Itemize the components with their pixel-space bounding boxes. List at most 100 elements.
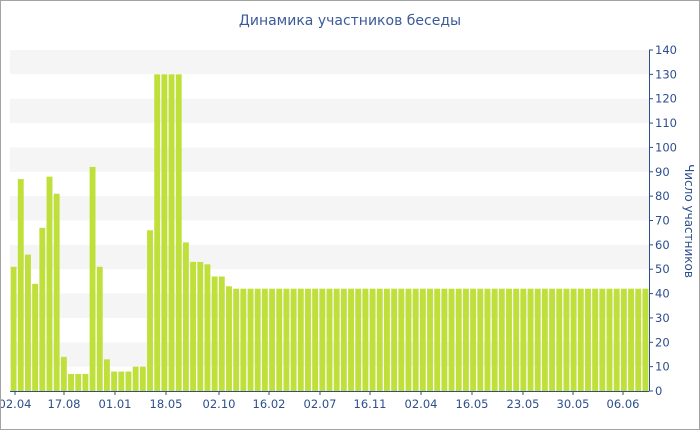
bar — [17, 179, 24, 391]
bar — [484, 288, 491, 391]
bar — [118, 371, 125, 391]
bar — [326, 288, 333, 391]
bar — [161, 74, 168, 391]
bar — [376, 288, 383, 391]
bar — [240, 288, 247, 391]
bar — [261, 288, 268, 391]
bar — [175, 74, 182, 391]
bar — [68, 373, 74, 391]
y-tick-label: 0 — [655, 384, 662, 398]
bar — [25, 254, 31, 391]
bar — [190, 261, 197, 391]
bar — [10, 266, 17, 391]
x-tick-label: 02.04 — [1, 397, 31, 411]
bar — [513, 288, 520, 391]
bar — [226, 286, 232, 391]
bar — [534, 288, 541, 391]
bars — [10, 74, 649, 391]
bar — [82, 373, 89, 391]
y-tick-label: 70 — [655, 214, 670, 228]
y-tick-label: 90 — [655, 165, 670, 179]
x-tick-label: 02.04 — [405, 397, 438, 411]
x-tick-label: 30.05 — [557, 397, 590, 411]
grid-band — [10, 50, 649, 75]
bar — [635, 288, 642, 391]
bar — [398, 288, 405, 391]
bar — [39, 227, 46, 391]
bar — [103, 359, 110, 391]
x-tick-label: 02.07 — [304, 397, 337, 411]
bar — [218, 276, 225, 391]
bar — [470, 288, 477, 391]
bar — [254, 288, 261, 391]
grid-band — [10, 98, 649, 124]
bar — [340, 288, 347, 391]
y-axis-title: Число участников — [682, 164, 696, 278]
bar — [211, 276, 218, 391]
bar — [369, 288, 376, 391]
bar — [305, 288, 311, 391]
y-tick-label: 120 — [655, 92, 677, 106]
bar — [570, 288, 577, 391]
bar — [319, 288, 326, 391]
y-tick-label: 10 — [655, 360, 670, 374]
bar — [427, 288, 433, 391]
bar — [333, 288, 340, 391]
bar — [111, 371, 118, 391]
bar — [197, 261, 204, 391]
bar — [96, 266, 103, 391]
bar — [585, 288, 591, 391]
bar — [419, 288, 426, 391]
bar — [247, 288, 254, 391]
y-tick-label: 30 — [655, 311, 670, 325]
bar — [139, 366, 146, 391]
bar — [290, 288, 297, 391]
y-tick-label: 60 — [655, 238, 670, 252]
grid-band — [10, 196, 649, 221]
bar — [592, 288, 599, 391]
grid-bands — [10, 50, 649, 367]
bar — [613, 288, 620, 391]
bar — [563, 288, 570, 391]
bar — [89, 166, 96, 391]
bar — [556, 288, 563, 391]
bar — [32, 283, 39, 391]
bar — [383, 288, 390, 391]
bar — [283, 288, 290, 391]
y-tick-label: 100 — [655, 140, 677, 154]
bar — [297, 288, 304, 391]
x-tick-label: 18.05 — [150, 397, 183, 411]
bar — [441, 288, 448, 391]
x-tick-label: 06.06 — [607, 397, 640, 411]
bar — [182, 242, 189, 391]
bar — [412, 288, 419, 391]
bar — [391, 288, 398, 391]
grid-band — [10, 244, 649, 270]
bar — [204, 264, 211, 391]
bar — [405, 288, 412, 391]
bar — [620, 288, 627, 391]
bar — [498, 288, 505, 391]
y-tick-label: 40 — [655, 287, 670, 301]
bar — [628, 288, 634, 391]
x-tick-label: 01.01 — [99, 397, 132, 411]
bar — [520, 288, 527, 391]
bar — [355, 288, 362, 391]
bar — [154, 74, 161, 391]
chart-title: Динамика участников беседы — [238, 13, 462, 29]
bar — [269, 288, 276, 391]
bar — [455, 288, 462, 391]
x-tick-label: 02.10 — [203, 397, 236, 411]
bar — [434, 288, 441, 391]
bar — [599, 288, 606, 391]
bar — [362, 288, 369, 391]
y-tick-label: 20 — [655, 335, 670, 349]
bar — [233, 288, 240, 391]
bar — [75, 373, 82, 391]
x-tick-label: 23.05 — [507, 397, 540, 411]
bar — [477, 288, 484, 391]
y-tick-label: 110 — [655, 116, 677, 130]
x-tick-label: 16.05 — [456, 397, 489, 411]
bar — [642, 288, 649, 391]
